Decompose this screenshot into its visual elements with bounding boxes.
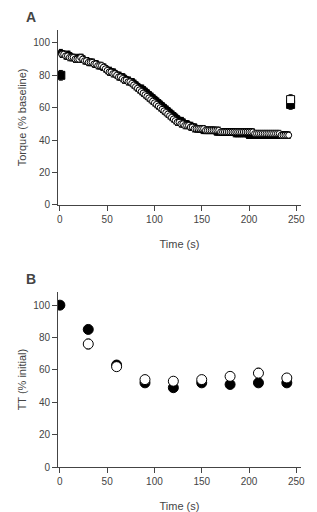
svg-text:0: 0 <box>44 462 50 473</box>
svg-text:80: 80 <box>39 70 51 81</box>
svg-text:20: 20 <box>39 167 51 178</box>
svg-text:250: 250 <box>288 214 305 225</box>
svg-text:Time (s): Time (s) <box>160 500 200 512</box>
svg-text:80: 80 <box>39 332 51 343</box>
svg-text:100: 100 <box>33 37 50 48</box>
svg-text:150: 150 <box>193 476 210 487</box>
svg-text:100: 100 <box>33 300 50 311</box>
svg-text:0: 0 <box>57 214 63 225</box>
svg-text:B: B <box>26 271 36 287</box>
svg-text:200: 200 <box>241 214 258 225</box>
svg-text:0: 0 <box>57 476 63 487</box>
svg-text:250: 250 <box>288 476 305 487</box>
svg-text:40: 40 <box>39 135 51 146</box>
svg-text:60: 60 <box>39 364 51 375</box>
svg-text:100: 100 <box>146 476 163 487</box>
svg-text:Torque (% baseline): Torque (% baseline) <box>16 68 28 166</box>
svg-text:TT (% initial): TT (% initial) <box>16 349 28 411</box>
svg-text:40: 40 <box>39 397 51 408</box>
svg-text:0: 0 <box>44 199 50 210</box>
svg-text:100: 100 <box>146 214 163 225</box>
svg-text:50: 50 <box>102 476 114 487</box>
svg-text:A: A <box>26 9 36 25</box>
svg-text:20: 20 <box>39 429 51 440</box>
svg-text:200: 200 <box>241 476 258 487</box>
svg-text:60: 60 <box>39 102 51 113</box>
svg-text:50: 50 <box>102 214 114 225</box>
svg-text:Time (s): Time (s) <box>160 238 200 250</box>
svg-text:150: 150 <box>193 214 210 225</box>
